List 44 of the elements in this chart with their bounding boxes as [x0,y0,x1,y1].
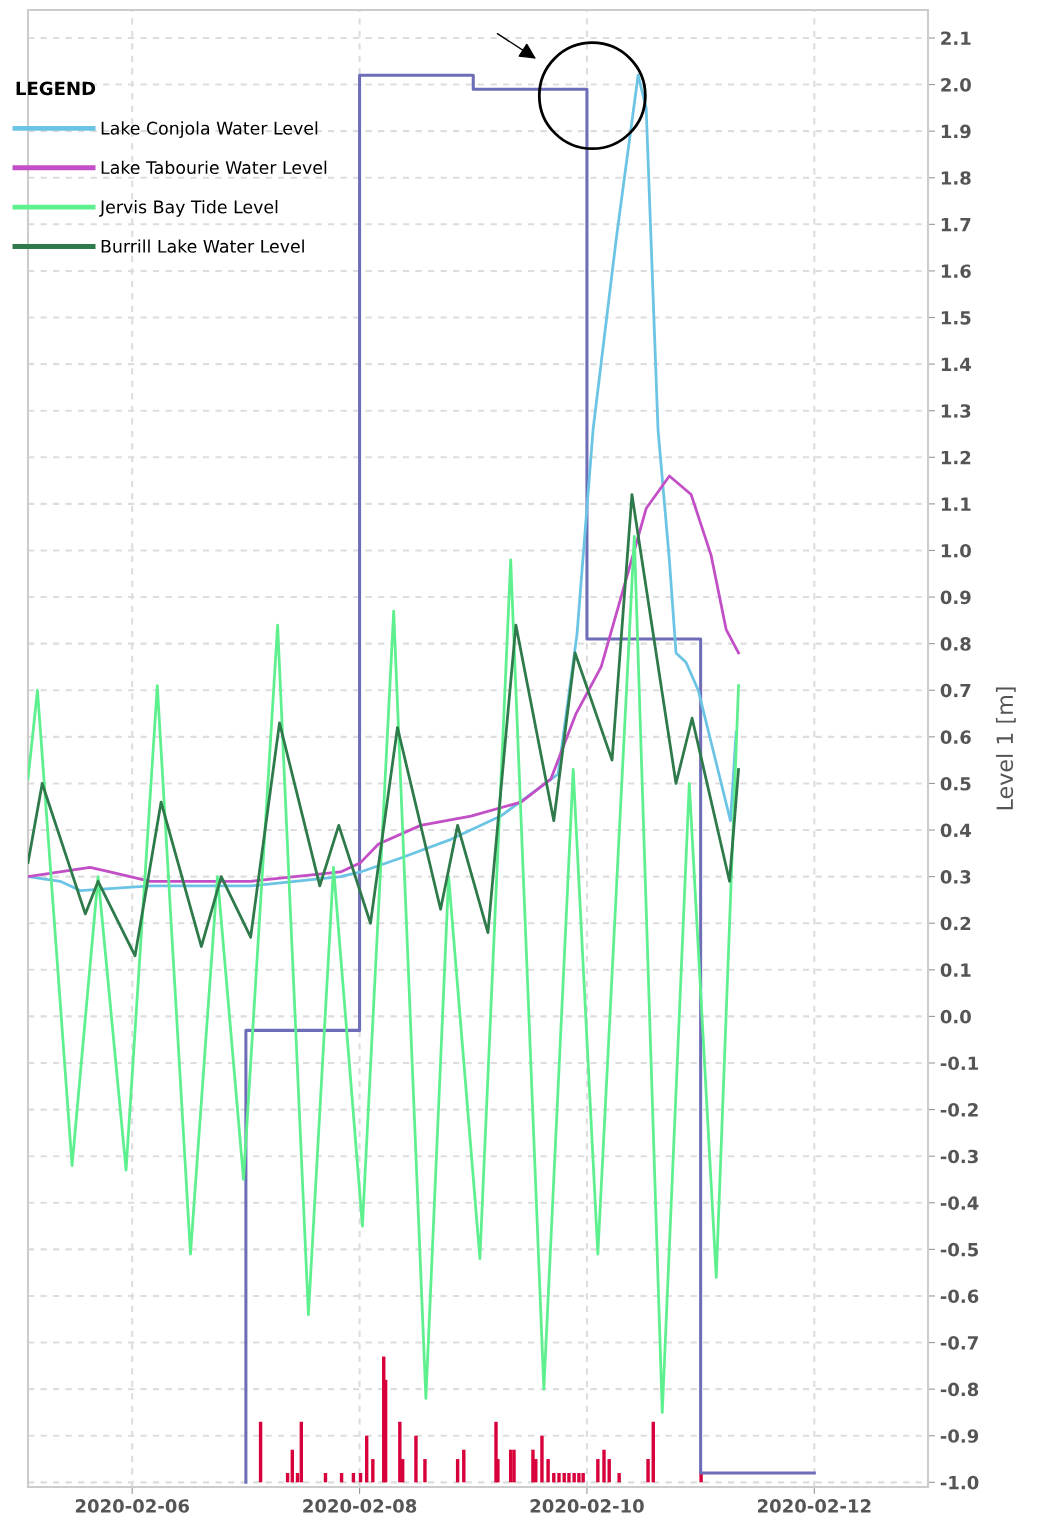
y-tick-label: -0.5 [940,1242,979,1257]
y-tick-label: -0.6 [940,1289,979,1304]
y-tick-label: 0.6 [940,730,971,744]
y-tick-label: 1.8 [941,171,971,185]
y-tick-label: 1.6 [941,264,971,279]
legend-label: Lake Tabourie Water Level [101,160,327,175]
y-tick-label: 1.0 [941,543,971,558]
y-tick-label: 0.0 [940,1009,971,1024]
y-tick-label: -0.3 [940,1149,978,1164]
line-series [28,493,740,958]
y-tick-label: -0.8 [940,1382,979,1397]
legend-label: Jervis Bay Tide Level [99,200,278,217]
y-axis-title: Level 1 [m] [995,687,1016,810]
legend-label: Lake Conjola Water Level [101,121,318,139]
y-tick-label: 2.0 [941,78,971,92]
y-tick-label: 0.1 [940,963,971,977]
y-tick-label: 2.1 [941,31,971,45]
line-series [28,535,740,1414]
y-tick-label: -1.0 [940,1475,979,1490]
y-tick-label: 0.4 [940,823,971,838]
y-tick-label: 1.3 [941,404,971,418]
y-tick-label: -0.7 [940,1336,978,1350]
legend-title: LEGEND [16,81,96,96]
x-tick-label: 2020-02-06 [75,1499,189,1513]
y-tick-label: -0.4 [940,1196,979,1210]
y-tick-label: 0.7 [940,683,971,698]
y-tick-label: -0.1 [940,1056,979,1071]
x-tick-label: 2020-02-08 [303,1499,417,1513]
y-tick-label: 0.2 [940,916,971,931]
y-tick-label: -0.9 [940,1429,979,1443]
y-tick-label: 0.5 [940,776,971,791]
y-tick-label: 1.5 [941,311,971,325]
legend-label: Burrill Lake Water Level [101,239,304,253]
y-tick-label: 1.9 [941,124,971,139]
y-tick-label: -0.2 [940,1103,978,1117]
y-tick-label: 0.3 [940,870,971,884]
y-tick-label: 1.4 [941,357,971,371]
y-tick-label: 1.1 [941,497,971,511]
y-tick-label: 0.9 [940,590,971,605]
x-tick-label: 2020-02-12 [758,1499,871,1513]
x-tick-label: 2020-02-10 [530,1499,644,1513]
y-tick-label: 1.7 [941,218,971,232]
y-tick-label: 1.2 [941,450,971,465]
y-tick-label: 0.8 [940,637,971,651]
